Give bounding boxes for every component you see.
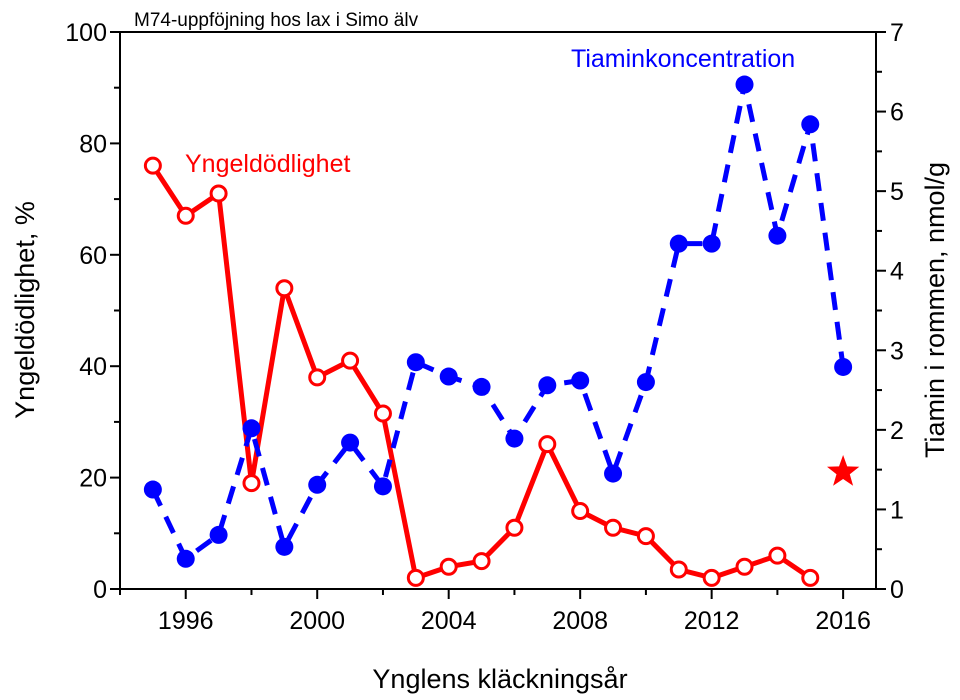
x-tick-label: 2004 (421, 607, 477, 635)
thiamine-point (308, 475, 327, 494)
y-tick-label: 0 (93, 576, 107, 604)
thiamine-point (768, 226, 787, 245)
thiamine-point (505, 429, 524, 448)
x-tick-label: 1996 (158, 607, 214, 635)
thiamine-point (472, 377, 491, 396)
thiamine-point (373, 477, 392, 496)
chart-title: M74-uppföjning hos lax i Simo älv (134, 10, 419, 31)
mortality-point (341, 351, 360, 370)
mortality-line (150, 164, 812, 581)
text-layer: M74-uppföjning hos lax i Simo älv Tiamin… (10, 10, 950, 694)
thiamine-point (571, 371, 590, 390)
thiamine-point (801, 115, 820, 134)
y2-axis-title: Tiamin i rommen, nmol/g (920, 162, 950, 458)
mortality-point (801, 568, 820, 587)
mortality-point (209, 184, 228, 203)
mortality-point (571, 502, 590, 521)
mortality-point (702, 568, 721, 587)
thiamine-point (143, 480, 162, 499)
x-tick-label: 2008 (552, 607, 608, 635)
thiamine-point (341, 433, 360, 452)
thiamine-point (538, 376, 557, 395)
x-tick-label: 2016 (815, 607, 871, 635)
mortality-point (176, 206, 195, 225)
x-tick-label: 2012 (684, 607, 740, 635)
thiamine-point (834, 357, 853, 376)
y-axis-title: Yngeldödlighet, % (10, 201, 40, 419)
y-tick-label: 100 (65, 19, 107, 47)
mortality-point (538, 435, 557, 454)
mortality-point (406, 568, 425, 587)
y-tick-label: 40 (79, 353, 107, 381)
thiamine-point (242, 419, 261, 438)
mortality-point (636, 527, 655, 546)
y2-tick-label: 7 (890, 19, 904, 47)
mortality-point (604, 518, 623, 537)
mortality-point (505, 518, 524, 537)
x-axis-title: Ynglens kläckningsår (372, 664, 627, 694)
mortality-series-label: Yngeldödlighet (185, 150, 350, 178)
mortality-point (439, 557, 458, 576)
mortality-point (242, 474, 261, 493)
thiamine-line (150, 82, 846, 562)
thiamine-series-label: Tiaminkoncentration (571, 45, 795, 73)
thiamine-point (439, 367, 458, 386)
x-tick-label: 2000 (289, 607, 345, 635)
y-tick-label: 20 (79, 465, 107, 493)
thiamine-point (604, 464, 623, 483)
y2-tick-label: 2 (890, 417, 904, 445)
mortality-star-point (827, 455, 860, 486)
mortality-point (143, 156, 162, 175)
thiamine-point (209, 525, 228, 544)
axes: 1996 2000 2004 2008 2012 2016 0 20 40 60 80 100 0 1 2 3… (65, 19, 904, 635)
thiamine-point (636, 373, 655, 392)
y-tick-label: 60 (79, 242, 107, 270)
y2-tick-label: 5 (890, 178, 904, 206)
thiamine-point (406, 353, 425, 372)
thiamine-point (669, 234, 688, 253)
mortality-point (472, 552, 491, 571)
y-tick-label: 80 (79, 130, 107, 158)
thiamine-point (702, 234, 721, 253)
y2-tick-label: 3 (890, 337, 904, 365)
y2-tick-label: 4 (890, 258, 904, 286)
mortality-point (735, 557, 754, 576)
series-layer (143, 75, 860, 587)
thiamine-point (275, 537, 294, 556)
thiamine-point (735, 75, 754, 94)
thiamine-point (176, 549, 195, 568)
mortality-point (669, 560, 688, 579)
mortality-point (768, 546, 787, 565)
mortality-point (373, 404, 392, 423)
y2-tick-label: 1 (890, 496, 904, 524)
y2-tick-label: 6 (890, 99, 904, 127)
mortality-point (275, 279, 294, 298)
y2-tick-label: 0 (890, 576, 904, 604)
mortality-point (308, 368, 327, 387)
